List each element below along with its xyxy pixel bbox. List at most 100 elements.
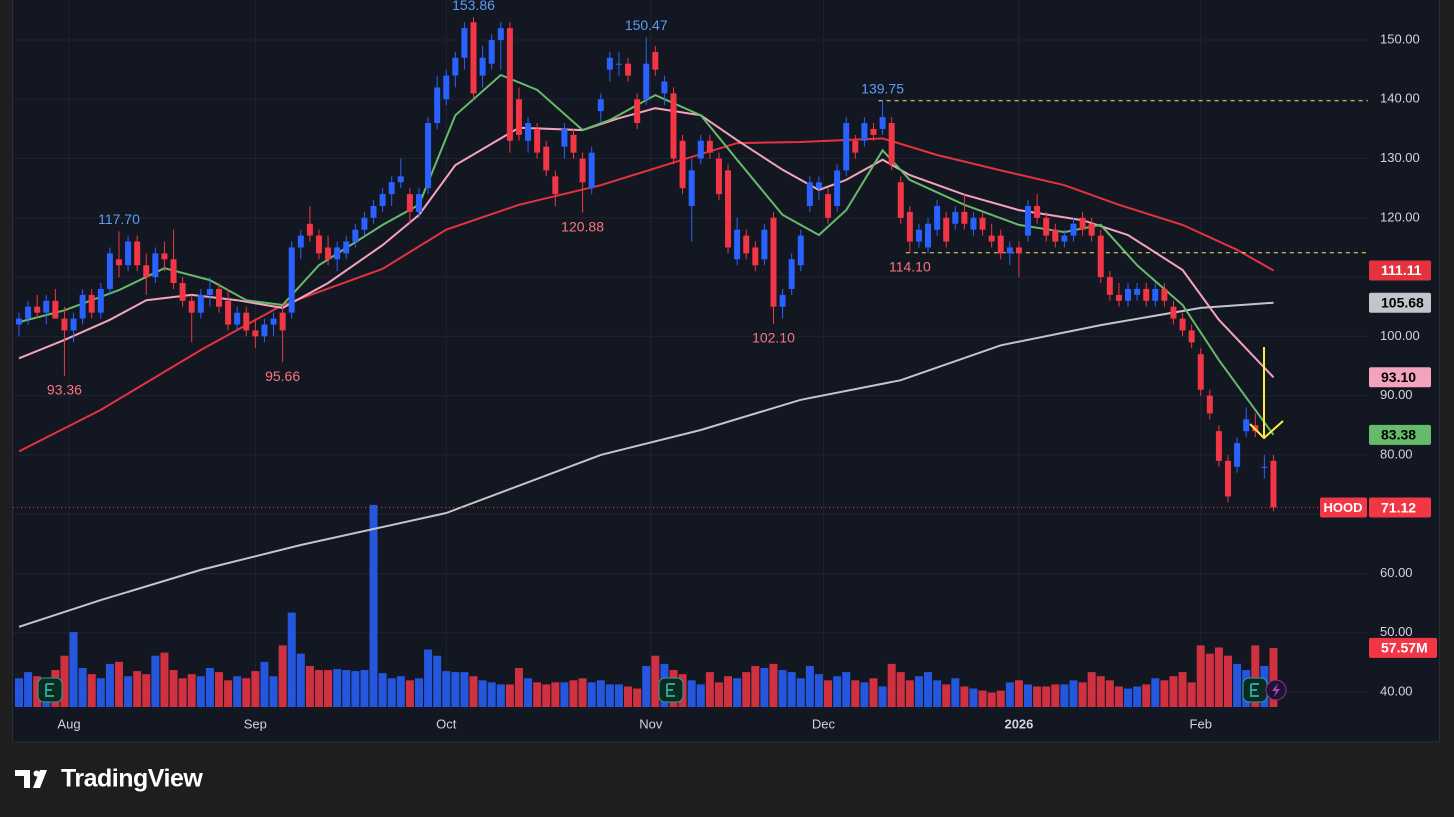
volume-bar [787, 672, 796, 707]
volume-bar [1078, 682, 1087, 707]
volume-bar [542, 684, 551, 707]
candle-body [315, 235, 322, 254]
candle-body [497, 28, 504, 41]
symbol-box [1320, 497, 1367, 518]
volume-bar [369, 504, 378, 707]
volume-bar [269, 676, 278, 707]
axis-value-label: 93.10 [1381, 369, 1416, 385]
volume-bar [887, 663, 896, 707]
candle-body [197, 294, 204, 313]
candle-body [561, 128, 568, 147]
x-tick-label: Aug [57, 716, 80, 731]
candle-body [870, 128, 877, 135]
candle-body [606, 57, 613, 70]
candle-body [43, 300, 50, 313]
volume-value-label: 57.57M [1381, 640, 1428, 656]
chart-pane [12, 0, 1440, 743]
candle-body [697, 140, 704, 159]
candle-body [15, 318, 22, 325]
volume-bar [1051, 684, 1060, 707]
candle-body [688, 170, 695, 206]
candle-body [806, 182, 813, 206]
volume-bar [1024, 684, 1033, 707]
x-tick-label: Oct [436, 716, 457, 731]
volume-bar [578, 678, 587, 707]
candle-body [597, 99, 604, 112]
candle-body [752, 247, 759, 266]
candle-body [1134, 288, 1141, 295]
candle-body [525, 122, 532, 141]
icon-glyph [45, 683, 54, 697]
volume-bar [1133, 686, 1142, 707]
candle-body [325, 247, 332, 260]
volume-bar [387, 678, 396, 707]
volume-bar [333, 669, 342, 707]
candle-body [761, 229, 768, 260]
volume-bar [996, 690, 1005, 707]
candle-body [179, 283, 186, 301]
symbol-label: HOOD [1324, 500, 1363, 515]
candle-body [488, 40, 495, 64]
candle-body [443, 75, 450, 100]
volume-bar [1214, 647, 1223, 707]
candle-body [161, 253, 168, 260]
candle-body [1243, 419, 1250, 432]
volume-bar [487, 682, 496, 707]
branding: TradingView [15, 765, 204, 793]
candle-body [1070, 223, 1077, 236]
candle-body [406, 194, 413, 212]
y-tick-label: 90.00 [1380, 387, 1413, 402]
price-box [1369, 497, 1431, 518]
volume-bar [442, 671, 451, 707]
candle-body [306, 223, 313, 236]
volume-bar [233, 676, 242, 707]
candle-body [425, 122, 432, 189]
moving-average-line [18, 301, 1274, 628]
price-annotation: 120.88 [561, 218, 604, 234]
candle-body [943, 217, 950, 242]
volume-bar [524, 678, 533, 707]
volume-bar [1187, 682, 1196, 707]
volume-bar [1196, 645, 1205, 707]
candle-body [543, 146, 550, 171]
volume-bar [869, 678, 878, 707]
candle-body [297, 235, 304, 248]
volume-bar [696, 684, 705, 707]
candle-body [1052, 229, 1059, 242]
price-annotation: 93.36 [47, 381, 82, 397]
candle-body [888, 122, 895, 165]
y-tick-label: 80.00 [1380, 446, 1413, 461]
candle-body [952, 211, 959, 224]
y-tick-label: 60.00 [1380, 565, 1413, 580]
brand-logo-dot [33, 770, 40, 777]
candle-body [125, 241, 132, 266]
volume-bar [914, 676, 923, 707]
candle-body [552, 176, 559, 195]
candle-body [734, 229, 741, 260]
volume-bar [860, 682, 869, 707]
axis-value-label: 111.11 [1381, 262, 1422, 278]
volume-bar [96, 678, 105, 707]
volume-bar [260, 661, 269, 707]
candle-body [1170, 306, 1177, 319]
volume-bar [169, 670, 178, 707]
candle-body [652, 51, 659, 70]
volume-bar [842, 672, 851, 707]
volume-bar [1105, 680, 1114, 707]
volume-bar [751, 665, 760, 707]
volume-bar [478, 680, 487, 707]
candle-body [1261, 466, 1268, 468]
volume-bar [287, 612, 296, 707]
volume-bar [342, 670, 351, 707]
candle-body [670, 93, 677, 159]
volume-bar [78, 668, 87, 707]
volume-bar [469, 676, 478, 707]
candle-body [397, 176, 404, 183]
axis-value-label: 83.38 [1381, 427, 1416, 443]
candle-body [1088, 223, 1095, 236]
volume-bar [987, 692, 996, 707]
icon-glyph [666, 683, 675, 697]
volume-bar [614, 684, 623, 707]
candle-body [570, 134, 577, 153]
candle-body [234, 312, 241, 325]
